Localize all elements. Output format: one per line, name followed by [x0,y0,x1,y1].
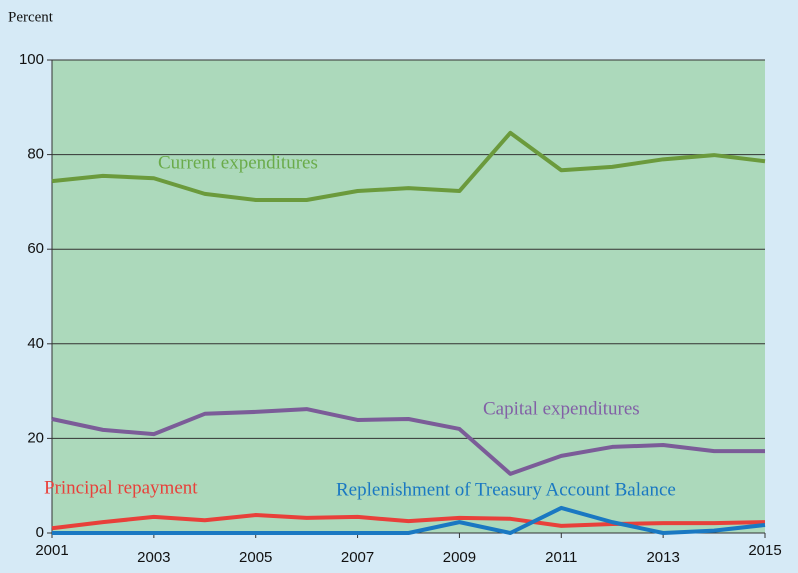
series-label: Current expenditures [158,152,318,173]
x-tick-label: 2003 [137,549,170,566]
series-line [51,513,766,531]
y-tick-label: 100 [19,51,44,68]
x-tick-label: 2001 [35,542,68,559]
x-tick-label: 2015 [748,542,781,559]
series-line [52,505,766,535]
series-label: Replenishment of Treasury Account Balanc… [336,479,676,500]
y-tick-label: 20 [27,429,44,446]
y-tick-label: 80 [27,146,44,163]
y-tick-label: 0 [36,524,44,541]
plot-area [52,60,765,533]
y-tick-label: 40 [27,335,44,352]
x-tick-label: 2011 [545,549,577,566]
x-tick-label: 2005 [239,549,272,566]
series-line [51,407,765,476]
series-line [51,130,766,203]
series-label: Principal repayment [44,477,198,498]
y-tick-label: 60 [27,240,44,257]
x-tick-label: 2007 [341,549,374,566]
y-axis-label: Percent [8,9,54,25]
series-label: Capital expenditures [483,398,640,419]
x-tick-label: 2013 [646,549,679,566]
x-tick-label: 2009 [443,549,476,566]
